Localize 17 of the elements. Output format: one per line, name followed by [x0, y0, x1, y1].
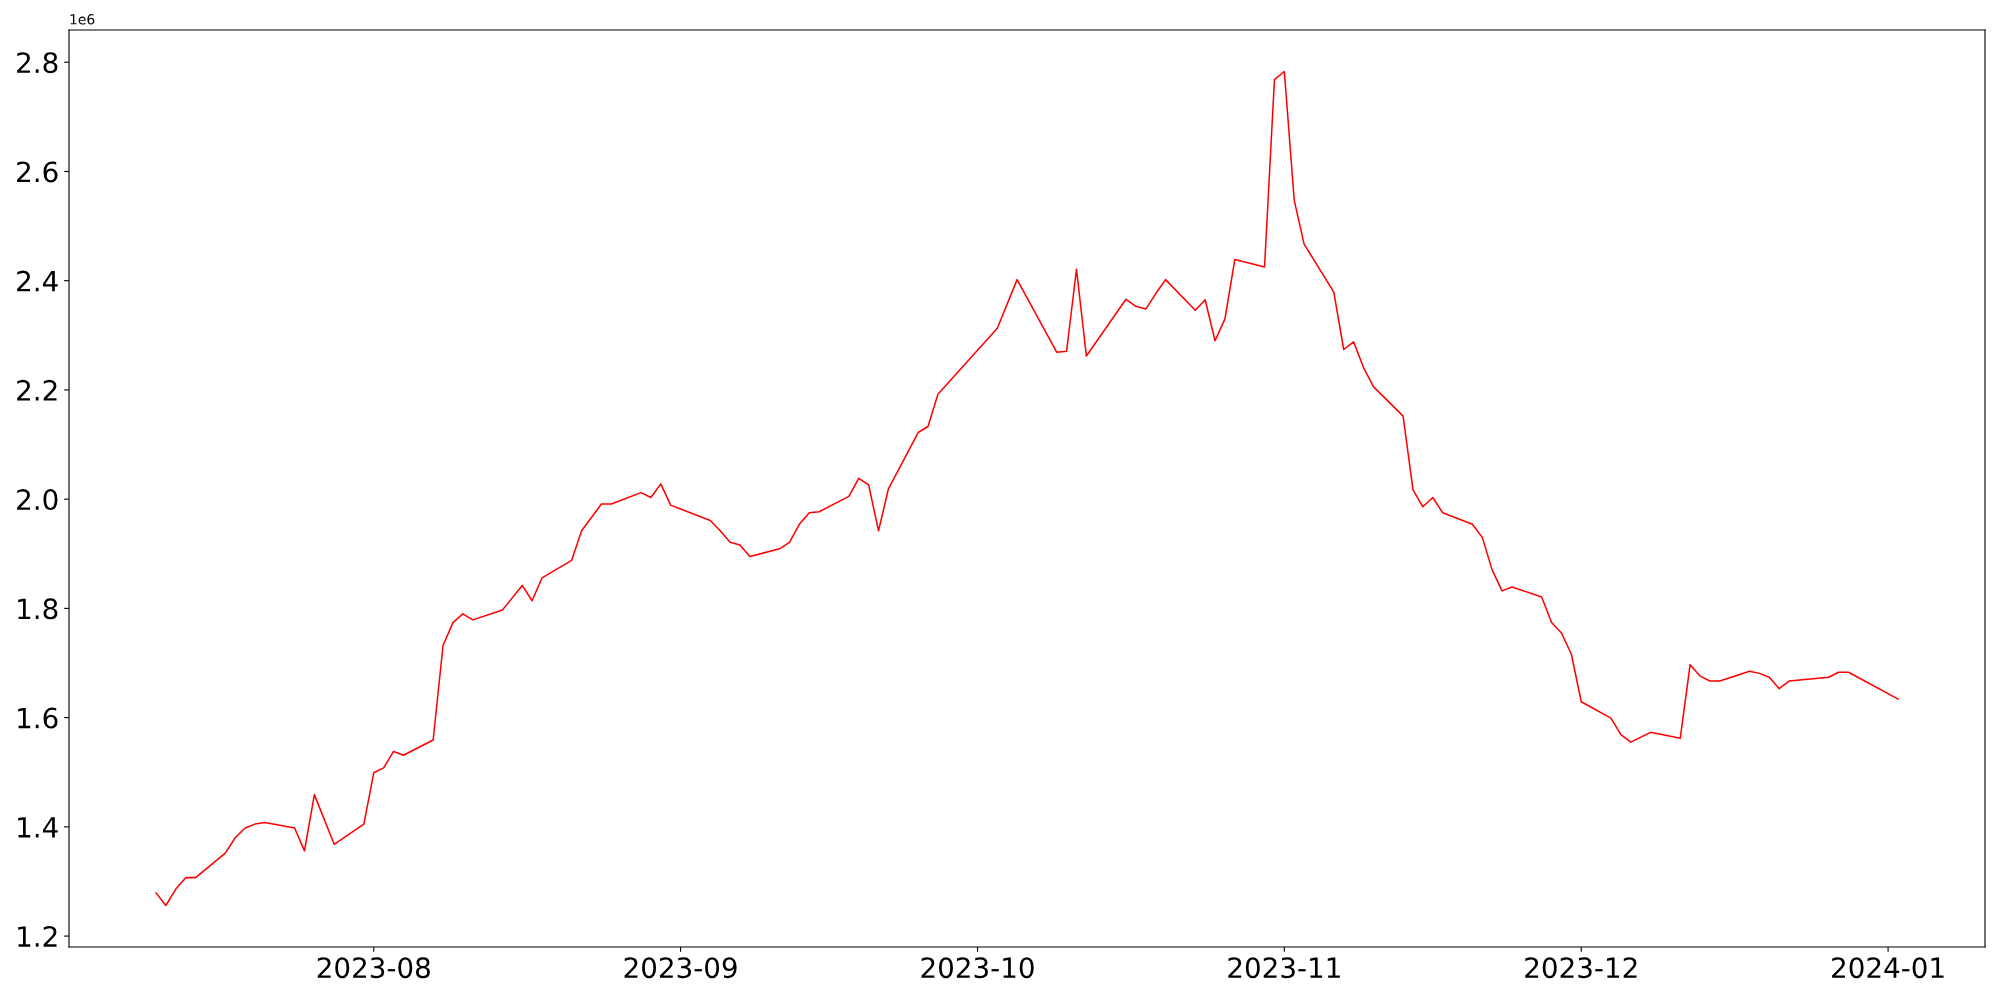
text: 1e6 — [70, 14, 95, 25]
y-tick-label: 2.2 — [17, 379, 57, 401]
x-tick-label: 2023-11 — [1228, 957, 1340, 979]
x-tick-label: 2024-01 — [1832, 957, 1944, 979]
line-series — [155, 70, 1899, 907]
y-tick-label: 1.4 — [18, 817, 58, 838]
y-tick-label: 2.0 — [17, 489, 58, 511]
x-tick-label: 2023-08 — [317, 957, 430, 979]
x-tick-label: 2023-09 — [624, 957, 737, 979]
y-tick-label: 2.8 — [17, 52, 58, 74]
y-tick-label: 2.4 — [17, 270, 58, 292]
x-tick-label: 2023-10 — [921, 957, 1034, 979]
y-tick-label: 2.6 — [17, 161, 58, 183]
y-tick-label: 1.8 — [18, 598, 58, 620]
x-tick-label: 2023-12 — [1525, 957, 1637, 979]
y-tick-label: 1.6 — [18, 707, 58, 729]
y-tick-label: 1.2 — [18, 926, 57, 947]
